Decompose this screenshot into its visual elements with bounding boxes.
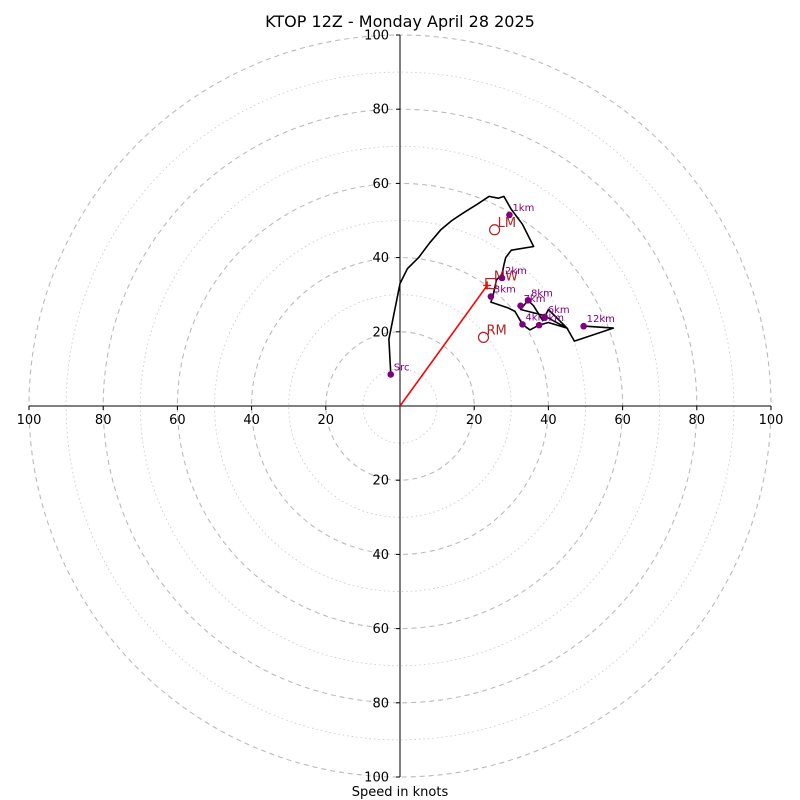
height-marker-3km: [487, 293, 495, 300]
storm-motion-rm-label: RM: [486, 323, 506, 338]
y-tick-label-neg-100: 100: [364, 771, 389, 786]
x-tick-label-neg-60: 60: [169, 413, 186, 428]
height-marker-label-src: Src: [394, 362, 410, 373]
height-marker-7km: [517, 302, 524, 310]
height-marker-12km: [580, 322, 587, 330]
y-tick-label-pos-80: 80: [372, 103, 389, 118]
y-tick-label-pos-40: 40: [372, 251, 389, 266]
height-marker-label-6km: 6km: [548, 305, 570, 316]
height-marker-src: [387, 371, 395, 378]
x-tick-label-pos-20: 20: [466, 413, 483, 428]
shear-vector-line: [399, 284, 488, 407]
x-tick-label-neg-40: 40: [243, 413, 260, 428]
height-marker-8km: [524, 296, 532, 304]
storm-motion-mw-marker: [485, 277, 497, 290]
height-marker-label-4km: 4km: [525, 312, 547, 323]
x-tick-label-neg-20: 20: [318, 413, 335, 428]
storm-motion-mw-label: MW: [494, 270, 518, 285]
chart-title: KTOP 12Z - Monday April 28 2025: [265, 12, 535, 31]
x-tick-label-neg-100: 100: [17, 413, 42, 428]
height-marker-label-3km: 3km: [494, 285, 516, 296]
height-marker-1km: [506, 211, 513, 219]
height-marker-label-2km: 2km: [505, 266, 527, 277]
y-tick-label-pos-60: 60: [372, 177, 389, 192]
height-marker-label-12km: 12km: [587, 314, 615, 325]
storm-motion-lm-label: LM: [498, 216, 516, 231]
tick-labels: 20 20 20 20 40 40 40 40 60 60 60 60 80 80 80 80 100 100 10…: [17, 29, 784, 786]
height-marker-label-5km: 5km: [542, 313, 564, 324]
height-marker-5km: [535, 321, 543, 329]
x-tick-label-neg-80: 80: [95, 413, 112, 428]
x-tick-label-pos-60: 60: [614, 413, 631, 428]
x-tick-label-pos-80: 80: [689, 413, 706, 428]
height-marker-6km: [541, 313, 548, 321]
storm-motion-lm-marker: [489, 224, 501, 236]
height-marker-2km: [498, 274, 506, 282]
x-axis-label: Speed in knots: [352, 785, 449, 800]
height-marker-label-8km: 8km: [531, 288, 553, 299]
height-marker-4km: [519, 321, 526, 328]
y-tick-label-pos-100: 100: [364, 29, 389, 44]
y-tick-label-neg-80: 80: [372, 696, 389, 711]
storm-motions: LM MW RM: [477, 216, 518, 343]
x-tick-label-pos-100: 100: [759, 413, 784, 428]
y-tick-label-neg-60: 60: [372, 622, 389, 637]
x-tick-label-pos-40: 40: [540, 413, 557, 428]
height-marker-label-7km: 7km: [524, 294, 546, 305]
y-tick-label-neg-20: 20: [372, 474, 389, 489]
y-tick-label-pos-20: 20: [372, 325, 389, 340]
y-tick-label-neg-40: 40: [372, 548, 389, 563]
height-marker-label-1km: 1km: [512, 203, 534, 214]
storm-motion-rm-marker: [477, 331, 490, 343]
